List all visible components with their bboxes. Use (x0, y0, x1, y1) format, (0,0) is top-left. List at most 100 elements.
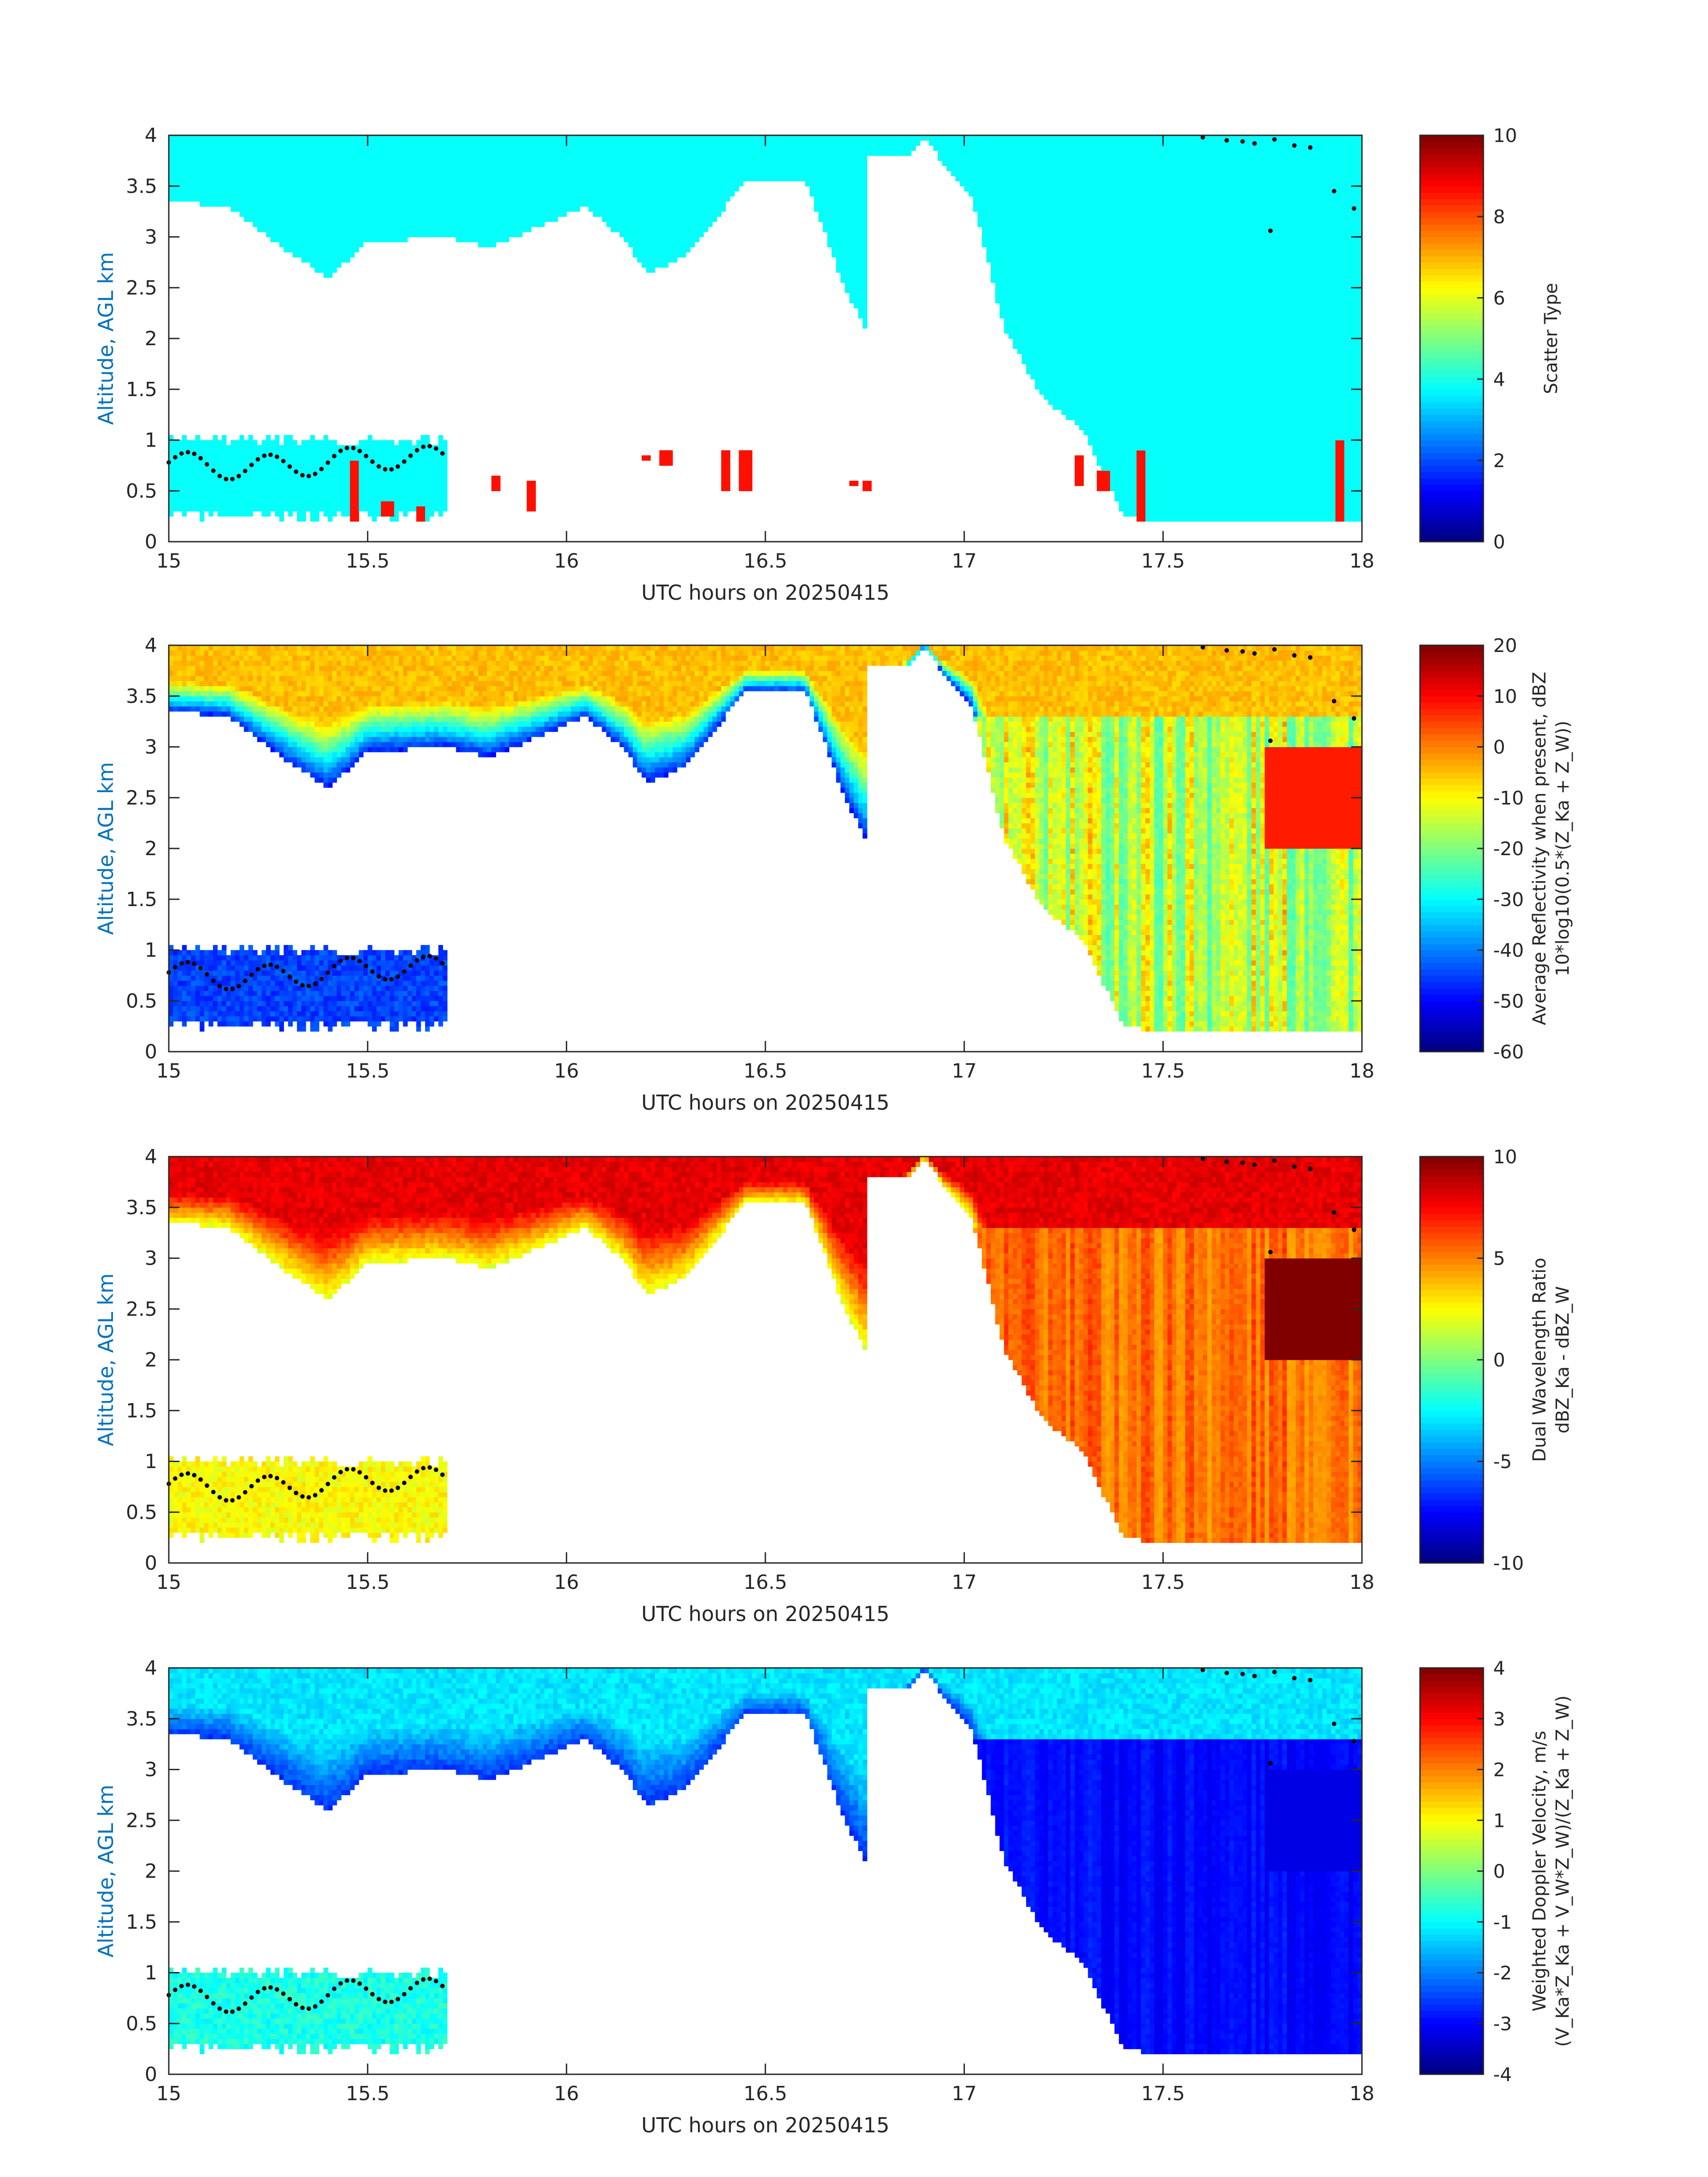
heatmap-cell (270, 960, 276, 966)
heatmap-cell (376, 650, 381, 656)
heatmap-cell (438, 1011, 443, 1016)
heatmap-cell (522, 701, 527, 707)
heatmap-cell (191, 686, 196, 691)
heatmap-cell (270, 650, 276, 656)
heatmap-cell (284, 950, 288, 956)
heatmap-cell (1017, 721, 1022, 727)
heatmap-cell (690, 660, 695, 666)
heatmap-cell (447, 691, 452, 697)
heatmap-cell (314, 440, 320, 522)
colorbar-swatch (1420, 522, 1483, 530)
heatmap-cell (796, 665, 801, 671)
heatmap-cell (1004, 716, 1009, 722)
heatmap-cell (650, 686, 656, 691)
heatmap-cell (310, 727, 315, 732)
heatmap-cell (425, 1001, 430, 1007)
heatmap-cell (796, 135, 801, 181)
heatmap-cell (323, 716, 328, 722)
heatmap-cell (606, 135, 611, 227)
heatmap-cell (398, 747, 404, 752)
heatmap-cell (429, 706, 434, 712)
heatmap-cell (279, 747, 284, 752)
heatmap-cell (270, 995, 276, 1001)
heatmap-cell (518, 691, 523, 697)
heatmap-cell (549, 670, 554, 676)
heatmap-cell (628, 727, 633, 732)
heatmap-cell (389, 736, 395, 742)
heatmap-cell (292, 970, 297, 976)
heatmap-cell (288, 736, 293, 742)
heatmap-cell (518, 645, 523, 651)
heatmap-cell (1021, 135, 1027, 364)
heatmap-cell (717, 711, 722, 717)
heatmap-cell (261, 676, 267, 681)
heatmap-cell (425, 970, 430, 976)
heatmap-cell (513, 706, 518, 712)
heatmap-cell (425, 721, 430, 727)
heatmap-cell (341, 747, 346, 752)
heatmap-cell (990, 696, 996, 702)
heatmap-cell (818, 681, 823, 686)
heatmap-cell (239, 435, 244, 517)
heatmap-cell (314, 645, 320, 651)
heatmap-cell (337, 727, 342, 732)
base-marker-dot (255, 457, 260, 462)
heatmap-cell (478, 660, 483, 666)
heatmap-cell (319, 980, 324, 986)
heatmap-cell (482, 711, 488, 717)
heatmap-cell (451, 696, 456, 702)
heatmap-cell (1088, 135, 1093, 446)
heatmap-cell (566, 681, 572, 686)
heatmap-cell (403, 950, 408, 956)
heatmap-cell (664, 660, 668, 666)
heatmap-cell (235, 660, 240, 666)
heatmap-cell (169, 995, 174, 1001)
heatmap-cell (305, 752, 311, 757)
heatmap-cell (332, 742, 337, 748)
heatmap-cell (363, 960, 368, 966)
heatmap-cell (385, 736, 390, 742)
heatmap-cell (279, 986, 284, 991)
heatmap-cell (801, 655, 806, 661)
heatmap-cell (314, 676, 320, 681)
heatmap-cell (279, 445, 284, 522)
heatmap-cell (465, 747, 470, 752)
heatmap-cell (421, 676, 426, 681)
heatmap-cell (858, 716, 863, 722)
heatmap-cell (460, 731, 465, 737)
heatmap-cell (871, 650, 877, 656)
heatmap-cell (655, 660, 660, 666)
heatmap-cell (416, 706, 421, 712)
heatmap-cell (712, 681, 717, 686)
heatmap-cell (1026, 843, 1031, 849)
heatmap-cell (646, 777, 651, 783)
heatmap-cell (774, 676, 779, 681)
heatmap-cell (650, 716, 656, 722)
heatmap-cell (456, 676, 461, 681)
colorbar-swatch (1420, 402, 1483, 409)
heatmap-cell (664, 701, 668, 707)
heatmap-cell (195, 645, 200, 651)
heatmap-cell (990, 731, 996, 737)
heatmap-cell (191, 1016, 196, 1022)
heatmap-cell (858, 135, 863, 319)
heatmap-cell (990, 706, 996, 712)
heatmap-cell (412, 676, 417, 681)
heatmap-cell (261, 950, 267, 956)
heatmap-cell (831, 752, 836, 757)
heatmap-cell (818, 660, 823, 666)
heatmap-cell (858, 772, 863, 778)
heatmap-cell (509, 681, 514, 686)
heatmap-cell (778, 135, 784, 181)
heatmap-cell (363, 955, 368, 961)
heatmap-cell (421, 736, 426, 742)
heatmap-cell (376, 1006, 381, 1011)
heatmap-cell (513, 721, 518, 727)
heatmap-cell (823, 655, 828, 661)
heatmap-cell (438, 742, 443, 748)
heatmap-cell (266, 1016, 271, 1022)
heatmap-cell (655, 757, 660, 763)
heatmap-cell (288, 727, 293, 732)
heatmap-cell (995, 752, 1000, 757)
heatmap-cell (880, 660, 885, 666)
